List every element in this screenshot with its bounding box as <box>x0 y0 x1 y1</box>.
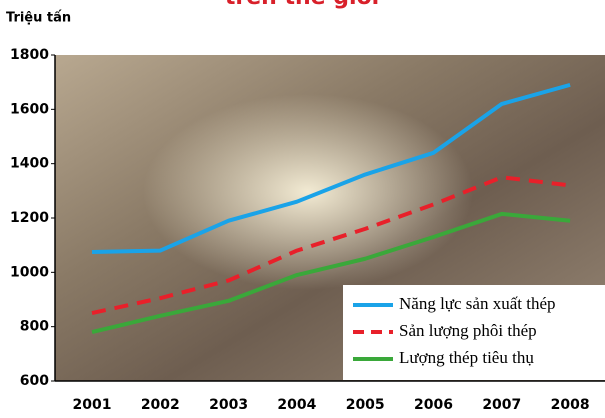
x-tick-label: 2005 <box>346 397 385 413</box>
legend-label: Năng lực sản xuất thép <box>399 294 556 313</box>
x-tick-label: 2007 <box>482 397 521 413</box>
legend-label: Lượng thép tiêu thụ <box>399 348 534 367</box>
x-tick-label: 2004 <box>277 397 316 413</box>
y-axis-label: Triệu tấn <box>6 11 71 26</box>
legend-label: Sản lượng phôi thép <box>399 321 537 340</box>
x-tick-label: 2006 <box>414 397 453 413</box>
chart: trên thế giới Triệu tấn 600 800 1000 1200 14… <box>0 0 605 418</box>
x-tick-label: 2003 <box>209 397 248 413</box>
y-tick-label: 1800 <box>10 47 49 63</box>
y-tick-label: 1200 <box>10 210 49 226</box>
x-tick-label: 2001 <box>73 397 112 413</box>
y-tick-label: 1000 <box>10 264 49 280</box>
chart-title: trên thế giới <box>225 0 379 10</box>
x-tick-label: 2002 <box>141 397 180 413</box>
y-tick-label: 1600 <box>10 101 49 117</box>
y-tick-label: 800 <box>20 319 49 335</box>
y-tick-label: 600 <box>20 373 49 389</box>
x-tick-label: 2008 <box>551 397 590 413</box>
y-tick-label: 1400 <box>10 156 49 172</box>
